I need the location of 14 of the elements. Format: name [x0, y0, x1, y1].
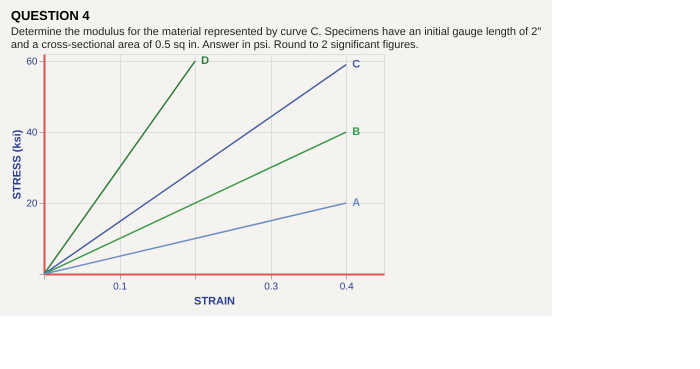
chart-subtitle: Determine the modulus for the material represented by curve C. Specimens have an initial gauge length of 2" and a cross-sectional area of 0.5 sq in. Answer in psi. Round to 2 significant figures. — [10, 26, 542, 51]
series-label: D — [201, 55, 210, 68]
x-tick-label: 0.4 — [340, 282, 354, 292]
y-tick-label: 60 — [26, 56, 38, 68]
chart-title: QUESTION 4 — [10, 8, 90, 23]
y-tick-label: 20 — [26, 198, 38, 210]
x-tick-label: 0.1 — [113, 282, 128, 292]
series-label: A — [352, 197, 360, 210]
x-axis-title: STRAIN — [194, 296, 236, 308]
x-tick-label: 0.3 — [264, 282, 279, 292]
y-axis-title: STRESS (ksi) — [11, 129, 24, 200]
series-label: B — [352, 126, 360, 138]
series-label: C — [352, 58, 360, 71]
y-tick-label: 40 — [26, 128, 38, 139]
